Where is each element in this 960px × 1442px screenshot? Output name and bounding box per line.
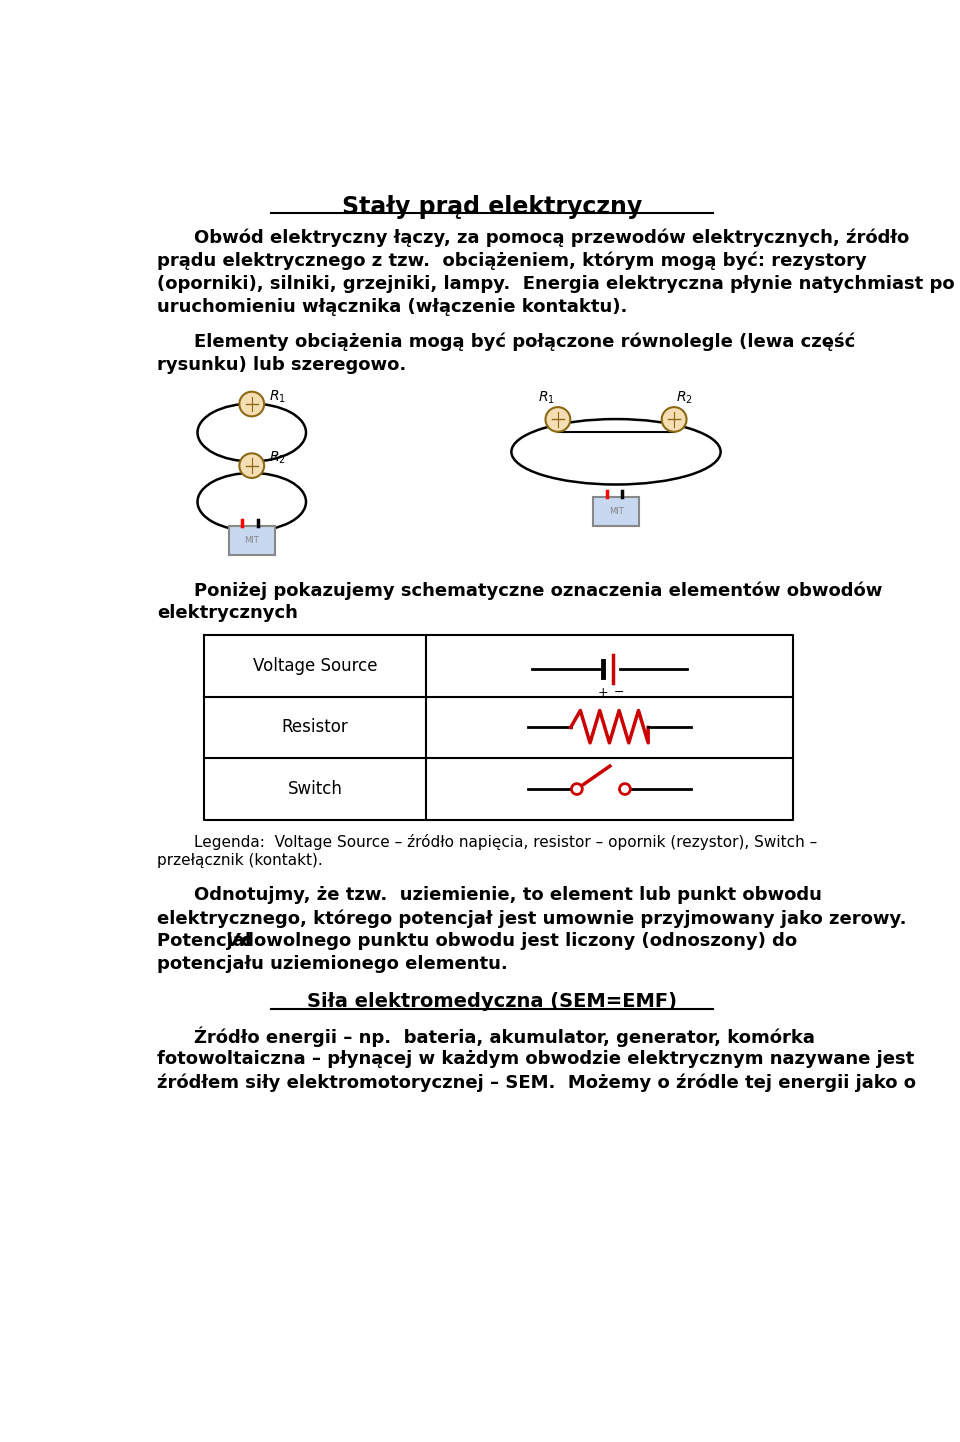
Text: V: V — [226, 933, 239, 950]
Text: źródłem siły elektromotorycznej – SEM.  Możemy o źródle tej energii jako o: źródłem siły elektromotorycznej – SEM. M… — [157, 1073, 916, 1092]
Circle shape — [239, 392, 264, 417]
Text: −: − — [613, 686, 624, 699]
Text: $R_2$: $R_2$ — [677, 389, 693, 407]
Text: $R_2$: $R_2$ — [269, 450, 286, 466]
Text: MIT: MIT — [609, 508, 623, 516]
Text: uruchomieniu włącznika (włączenie kontaktu).: uruchomieniu włącznika (włączenie kontak… — [157, 298, 628, 316]
Text: $R_1$: $R_1$ — [269, 388, 286, 405]
Circle shape — [571, 783, 583, 795]
Text: fotowoltaiczna – płynącej w każdym obwodzie elektrycznym nazywane jest: fotowoltaiczna – płynącej w każdym obwod… — [157, 1050, 915, 1069]
Text: Elementy obciążenia mogą być połączone równolegle (lewa część: Elementy obciążenia mogą być połączone r… — [194, 333, 855, 350]
Text: Stały prąd elektryczny: Stały prąd elektryczny — [342, 195, 642, 219]
Text: prądu elektrycznego z tzw.  obciążeniem, którym mogą być: rezystory: prądu elektrycznego z tzw. obciążeniem, … — [157, 251, 867, 270]
Bar — [592, 497, 639, 526]
Text: Źródło energii – np.  bateria, akumulator, generator, komórka: Źródło energii – np. bateria, akumulator… — [194, 1027, 815, 1047]
Text: +: + — [598, 686, 609, 699]
Text: Voltage Source: Voltage Source — [252, 658, 377, 675]
Bar — [228, 526, 275, 555]
Text: elektrycznego, którego potencjał jest umownie przyjmowany jako zerowy.: elektrycznego, którego potencjał jest um… — [157, 908, 906, 927]
Text: przełącznik (kontakt).: przełącznik (kontakt). — [157, 854, 323, 868]
Text: Resistor: Resistor — [281, 718, 348, 737]
Circle shape — [545, 407, 570, 431]
Circle shape — [619, 783, 631, 795]
Text: MIT: MIT — [245, 536, 259, 545]
Text: Switch: Switch — [287, 780, 343, 797]
Text: Potencjał: Potencjał — [157, 933, 258, 950]
Text: elektrycznych: elektrycznych — [157, 604, 298, 623]
Text: (oporniki), silniki, grzejniki, lampy.  Energia elektryczna płynie natychmiast p: (oporniki), silniki, grzejniki, lampy. E… — [157, 274, 955, 293]
Text: $R_1$: $R_1$ — [539, 389, 556, 407]
Text: potencjału uziemionego elementu.: potencjału uziemionego elementu. — [157, 956, 508, 973]
Text: dowolnego punktu obwodu jest liczony (odnoszony) do: dowolnego punktu obwodu jest liczony (od… — [234, 933, 797, 950]
Text: Siła elektromedyczna (SEM=EMF): Siła elektromedyczna (SEM=EMF) — [307, 992, 677, 1011]
Circle shape — [661, 407, 686, 431]
Text: Odnotujmy, że tzw.  uziemienie, to element lub punkt obwodu: Odnotujmy, że tzw. uziemienie, to elemen… — [194, 885, 823, 904]
Text: Poniżej pokazujemy schematyczne oznaczenia elementów obwodów: Poniżej pokazujemy schematyczne oznaczen… — [194, 581, 883, 600]
Circle shape — [239, 453, 264, 477]
Text: Legenda:  Voltage Source – źródło napięcia, resistor – opornik (rezystor), Switc: Legenda: Voltage Source – źródło napięci… — [194, 833, 818, 849]
Text: rysunku) lub szeregowo.: rysunku) lub szeregowo. — [157, 356, 406, 373]
Text: Obwód elektryczny łączy, za pomocą przewodów elektrycznych, źródło: Obwód elektryczny łączy, za pomocą przew… — [194, 228, 910, 247]
